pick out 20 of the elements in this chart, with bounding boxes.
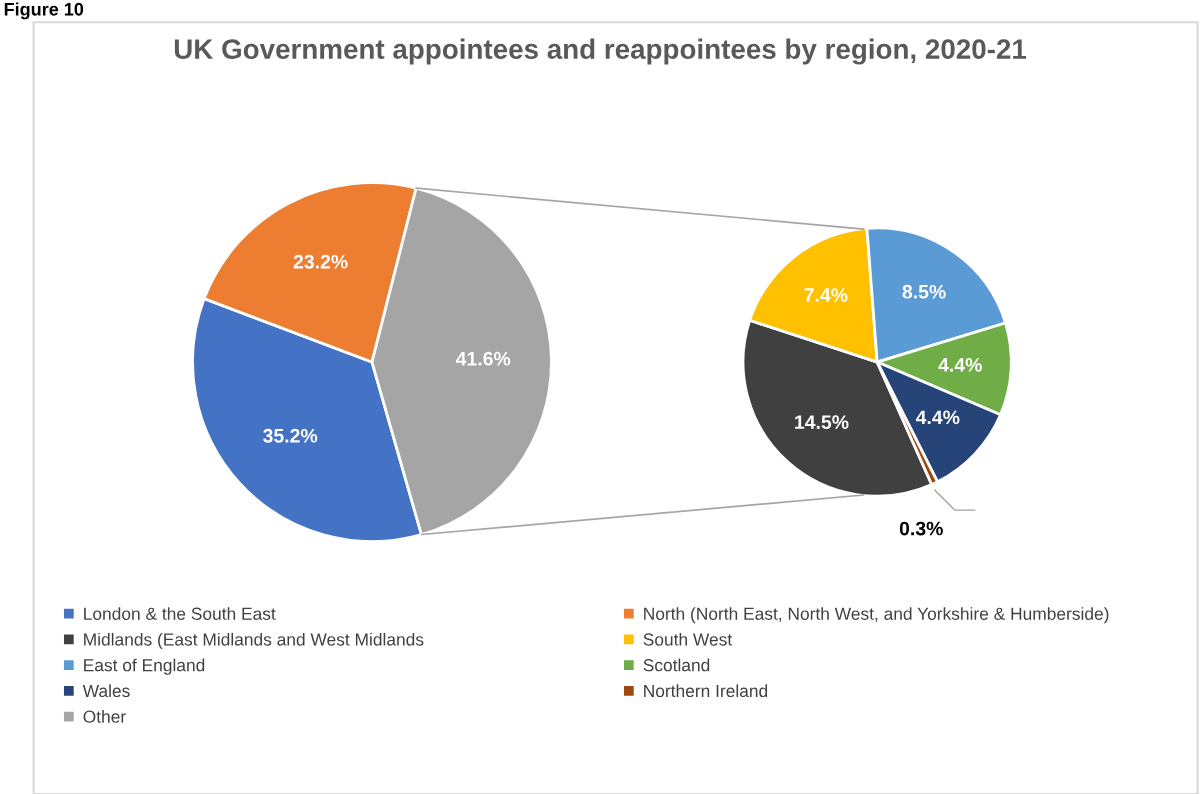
data-label: 14.5% (795, 415, 849, 429)
data-label: 23.2% (293, 254, 348, 269)
data-label: 8.5% (902, 284, 946, 299)
legend-label: Midlands (East Midlands and West Midlands (84, 632, 424, 650)
data-label: 0.3% (899, 521, 943, 536)
data-label: 4.4% (915, 410, 960, 425)
data-label: 4.4% (938, 358, 982, 372)
data-label: 41.6% (455, 351, 511, 366)
legend-label: Other (83, 710, 126, 723)
data-label: 7.4% (804, 288, 848, 302)
legend-label: Northern Ireland (644, 684, 768, 698)
chart-title: UK Government appointees and reappointees by region, 2020-21 (174, 38, 1027, 65)
legend-label: London & the South East (84, 607, 276, 620)
caption: Figure 10 (4, 2, 84, 20)
legend-label: North (North East, North West, and Yorkshire & Humberside) (644, 607, 1109, 624)
legend-label: South West (643, 632, 733, 646)
data-label: 35.2% (263, 428, 318, 443)
legend-label: Scotland (643, 658, 710, 672)
legend-label: East of England (84, 658, 205, 675)
legend-label: Wales (82, 684, 130, 698)
